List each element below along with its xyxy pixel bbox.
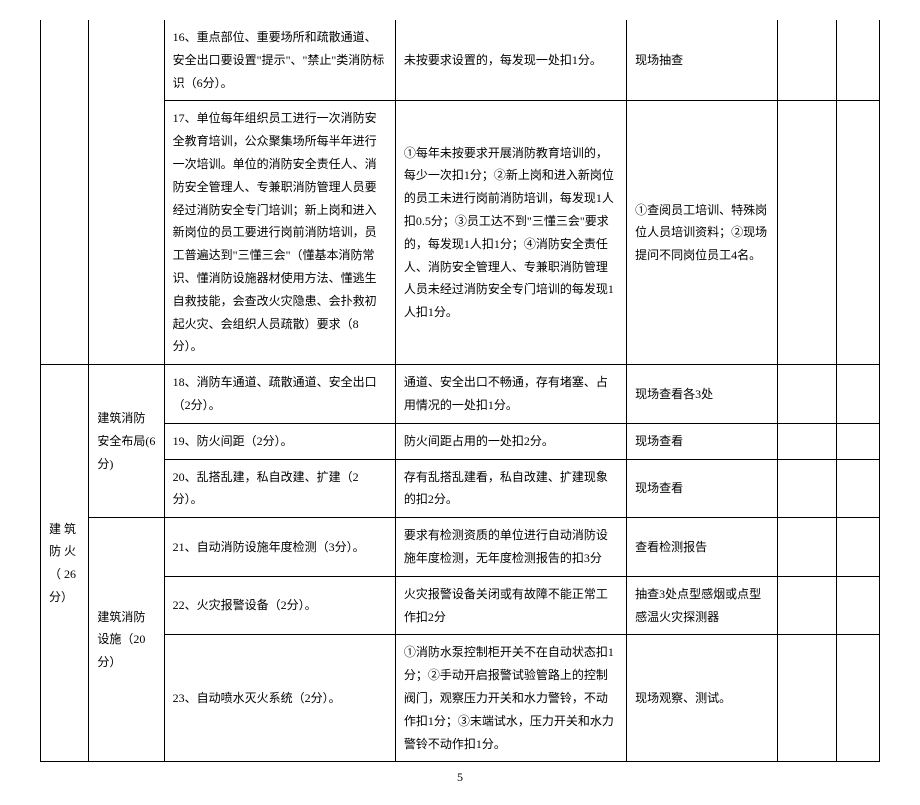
page-number: 5 — [40, 770, 880, 785]
cell-item: 22、火灾报警设备（2分）。 — [164, 576, 395, 635]
cell-empty — [89, 20, 164, 365]
cell-empty — [777, 20, 836, 101]
cell-criteria: 防火间距占用的一处扣2分。 — [395, 423, 626, 459]
cell-criteria: 通道、安全出口不畅通，存有堵塞、占用情况的一处扣1分。 — [395, 365, 626, 424]
table-row: 22、火灾报警设备（2分）。 火灾报警设备关闭或有故障不能正常工作扣2分 抽查3… — [41, 576, 880, 635]
cell-item: 17、单位每年组织员工进行一次消防安全教育培训，公众聚集场所每半年进行一次培训。… — [164, 101, 395, 365]
cell-subcategory: 建筑消防安全布局(6分) — [89, 365, 164, 518]
cell-method: 查看检测报告 — [627, 518, 778, 577]
cell-method: 现场观察、测试。 — [627, 635, 778, 762]
cell-method: 现场查看各3处 — [627, 365, 778, 424]
cell-criteria: 火灾报警设备关闭或有故障不能正常工作扣2分 — [395, 576, 626, 635]
cell-empty — [836, 365, 879, 424]
cell-method: 抽查3处点型感烟或点型感温火灾探测器 — [627, 576, 778, 635]
cell-category: 建 筑 防 火（ 26 分） — [41, 365, 89, 762]
table-row: 16、重点部位、重要场所和疏散通道、安全出口要设置"提示"、"禁止"类消防标识（… — [41, 20, 880, 101]
cell-item: 18、消防车通道、疏散通道、安全出口（2分）。 — [164, 365, 395, 424]
cell-method: 现场抽查 — [627, 20, 778, 101]
cell-empty — [777, 101, 836, 365]
cell-criteria: 存有乱搭乱建看，私自改建、扩建现象的扣2分。 — [395, 459, 626, 518]
table-row: 20、乱搭乱建，私自改建、扩建（2分）。 存有乱搭乱建看，私自改建、扩建现象的扣… — [41, 459, 880, 518]
cell-empty — [836, 576, 879, 635]
cell-method: ①查阅员工培训、特殊岗位人员培训资料；②现场提问不同岗位员工4名。 — [627, 101, 778, 365]
table-row: 23、自动喷水灭火系统（2分）。 ①消防水泵控制柜开关不在自动状态扣1分；②手动… — [41, 635, 880, 762]
cell-empty — [777, 576, 836, 635]
table-row: 建 筑 防 火（ 26 分） 建筑消防安全布局(6分) 18、消防车通道、疏散通… — [41, 365, 880, 424]
cell-empty — [777, 518, 836, 577]
cell-empty — [836, 101, 879, 365]
cell-method: 现场查看 — [627, 423, 778, 459]
table-row: 17、单位每年组织员工进行一次消防安全教育培训，公众聚集场所每半年进行一次培训。… — [41, 101, 880, 365]
cell-item: 20、乱搭乱建，私自改建、扩建（2分）。 — [164, 459, 395, 518]
cell-criteria: ①每年未按要求开展消防教育培训的，每少一次扣1分；②新上岗和进入新岗位的员工未进… — [395, 101, 626, 365]
cell-subcategory: 建筑消防设施（20分） — [89, 518, 164, 762]
table-row: 19、防火间距（2分）。 防火间距占用的一处扣2分。 现场查看 — [41, 423, 880, 459]
cell-empty — [836, 20, 879, 101]
cell-empty — [777, 635, 836, 762]
cell-item: 23、自动喷水灭火系统（2分）。 — [164, 635, 395, 762]
cell-empty — [41, 20, 89, 365]
cell-criteria: ①消防水泵控制柜开关不在自动状态扣1分；②手动开启报警试验管路上的控制阀门，观察… — [395, 635, 626, 762]
cell-criteria: 要求有检测资质的单位进行自动消防设施年度检测，无年度检测报告的扣3分 — [395, 518, 626, 577]
cell-empty — [836, 518, 879, 577]
table-row: 建筑消防设施（20分） 21、自动消防设施年度检测（3分）。 要求有检测资质的单… — [41, 518, 880, 577]
cell-empty — [777, 459, 836, 518]
cell-item: 19、防火间距（2分）。 — [164, 423, 395, 459]
cell-empty — [836, 423, 879, 459]
cell-item: 21、自动消防设施年度检测（3分）。 — [164, 518, 395, 577]
cell-empty — [777, 365, 836, 424]
cell-empty — [836, 635, 879, 762]
cell-item: 16、重点部位、重要场所和疏散通道、安全出口要设置"提示"、"禁止"类消防标识（… — [164, 20, 395, 101]
cell-empty — [836, 459, 879, 518]
cell-empty — [777, 423, 836, 459]
cell-method: 现场查看 — [627, 459, 778, 518]
cell-criteria: 未按要求设置的，每发现一处扣1分。 — [395, 20, 626, 101]
